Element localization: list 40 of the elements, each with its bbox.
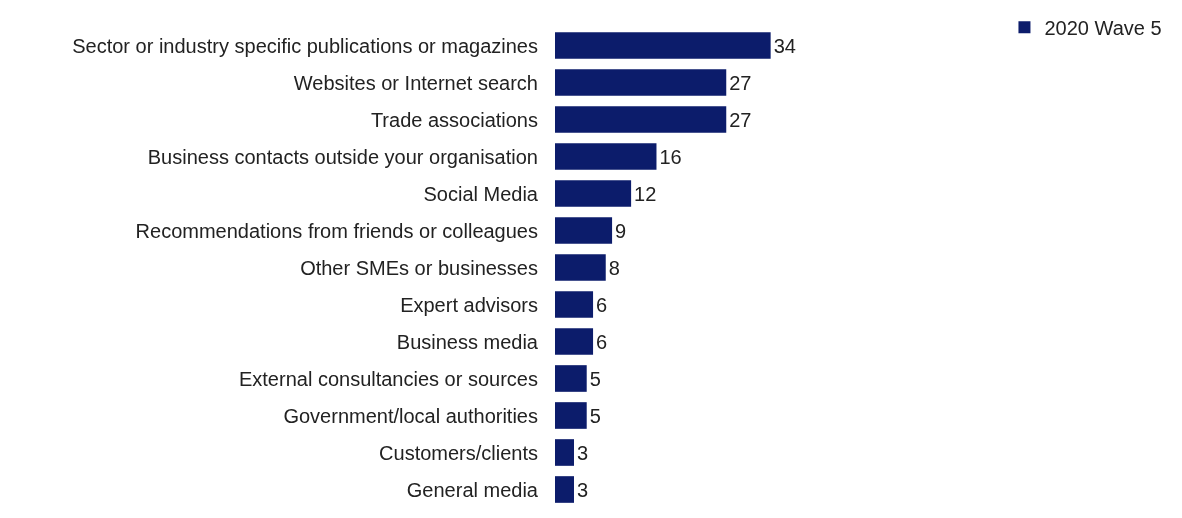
- bar: [555, 180, 632, 207]
- y-tick-label: Social Media: [423, 182, 539, 205]
- bar: [555, 365, 587, 392]
- data-label: 6: [596, 330, 608, 353]
- bar: [555, 476, 575, 503]
- legend-label: 2020 Wave 5: [1044, 17, 1162, 40]
- data-label: 16: [659, 145, 682, 168]
- y-tick-label: Sector or industry specific publications or magazines: [72, 34, 538, 57]
- bar: [555, 143, 657, 170]
- y-tick-label: Business media: [396, 330, 539, 353]
- bar: [555, 106, 727, 133]
- y-tick-label: Websites or Internet search: [293, 71, 538, 94]
- data-label: 9: [615, 219, 627, 242]
- data-label: 3: [577, 441, 589, 464]
- y-tick-label: Customers/clients: [379, 441, 538, 464]
- y-tick-label: Trade associations: [370, 108, 538, 131]
- data-label: 27: [729, 71, 752, 94]
- bar: [555, 439, 575, 466]
- y-tick-label: Recommendations from friends or colleagues: [135, 219, 538, 242]
- y-tick-label: External consultancies or sources: [238, 367, 538, 390]
- y-tick-label: Business contacts outside your organisation: [147, 145, 538, 168]
- bar: [555, 32, 771, 59]
- y-tick-label: Expert advisors: [400, 293, 538, 316]
- data-label: 34: [773, 34, 796, 57]
- y-tick-label: Government/local authorities: [283, 404, 538, 427]
- data-label: 12: [634, 182, 657, 205]
- data-label: 5: [589, 404, 601, 427]
- bar: [555, 328, 594, 355]
- data-label: 27: [729, 108, 752, 131]
- bar: [555, 69, 727, 96]
- bar: [555, 217, 613, 244]
- y-tick-label: Other SMEs or businesses: [300, 256, 538, 279]
- bar: [555, 254, 606, 281]
- bar: [555, 291, 594, 318]
- data-label: 5: [589, 367, 601, 390]
- data-label: 8: [608, 256, 620, 279]
- data-label: 3: [577, 478, 589, 501]
- y-tick-label: General media: [406, 478, 539, 501]
- data-label: 6: [596, 293, 608, 316]
- bar: [555, 402, 587, 429]
